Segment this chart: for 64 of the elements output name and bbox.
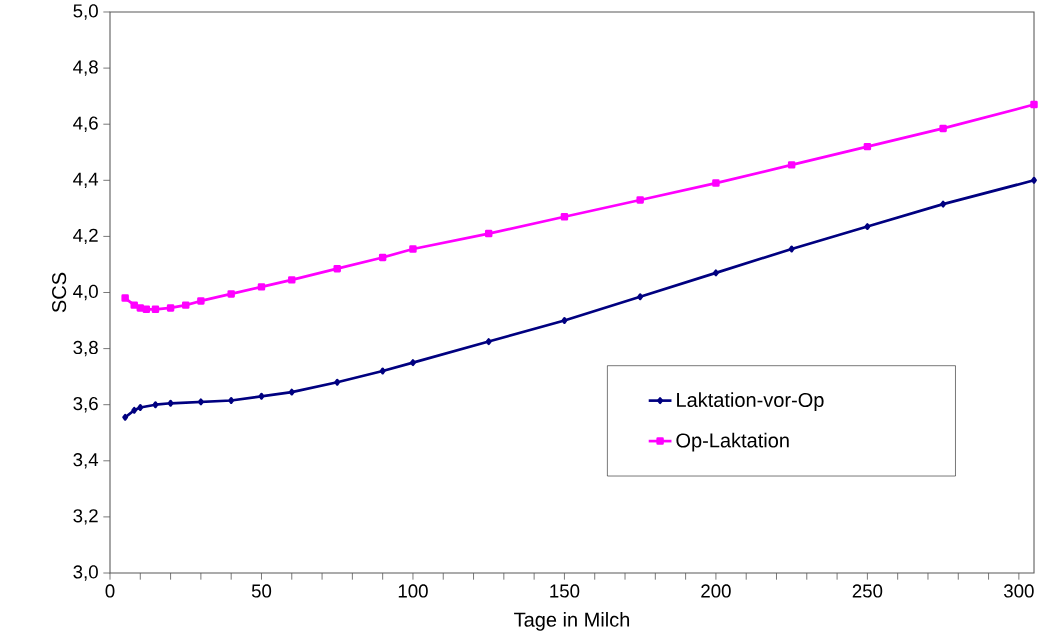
point	[258, 392, 265, 400]
y-tick-label: 3,0	[73, 565, 98, 581]
point	[130, 301, 138, 309]
point	[167, 399, 174, 407]
point	[409, 245, 417, 253]
point	[1031, 176, 1037, 184]
point	[228, 397, 235, 404]
point	[788, 245, 795, 253]
point	[333, 264, 341, 273]
point	[940, 200, 947, 208]
point	[787, 161, 796, 169]
point	[560, 213, 569, 221]
y-tick-label: 3,2	[73, 509, 98, 525]
x-tick-label: 250	[852, 584, 883, 598]
y-axis-title: SCS	[52, 272, 67, 313]
point	[122, 413, 129, 421]
point	[410, 359, 416, 367]
point	[142, 305, 151, 314]
y-tick-label: 3,4	[73, 453, 99, 469]
y-tick-label: 5,0	[73, 4, 98, 20]
point	[1030, 100, 1038, 109]
y-tick-label: 3,6	[73, 396, 98, 413]
point	[378, 253, 387, 262]
point	[131, 406, 138, 414]
legend-label: Op-Laktation	[676, 432, 789, 452]
x-tick-label: 0	[105, 584, 115, 598]
point	[379, 367, 386, 375]
x-tick-label: 150	[550, 584, 580, 598]
point	[197, 297, 205, 305]
point	[712, 179, 720, 187]
point	[151, 305, 160, 314]
point	[864, 223, 871, 231]
point	[182, 301, 190, 309]
x-tick-label: 100	[398, 584, 428, 598]
point	[197, 398, 204, 406]
point	[288, 276, 296, 284]
point	[637, 293, 644, 301]
point	[137, 404, 144, 411]
point	[939, 124, 947, 133]
legend-label: Laktation-vor-Op	[677, 392, 824, 411]
y-tick-label: 4,6	[73, 116, 98, 132]
x-axis-title: Tage in Milch	[514, 612, 630, 631]
point	[152, 401, 159, 409]
point	[166, 304, 175, 312]
point	[136, 304, 145, 312]
y-tick-label: 4,4	[73, 172, 99, 188]
point	[227, 290, 235, 298]
x-tick-label: 200	[701, 584, 731, 598]
point	[257, 283, 266, 291]
y-tick-label: 3,8	[73, 340, 98, 357]
point	[863, 142, 872, 151]
x-tick-label: 300	[1004, 584, 1034, 598]
point	[485, 338, 492, 346]
point	[712, 269, 719, 277]
y-tick-label: 4,8	[73, 60, 98, 76]
point	[334, 378, 341, 386]
point	[636, 196, 644, 204]
point	[484, 229, 493, 238]
y-tick-label: 4,2	[73, 228, 98, 245]
point	[561, 317, 568, 325]
point	[121, 294, 129, 302]
y-tick-label: 4,0	[73, 284, 98, 301]
point	[288, 388, 295, 396]
x-tick-label: 50	[251, 584, 272, 598]
